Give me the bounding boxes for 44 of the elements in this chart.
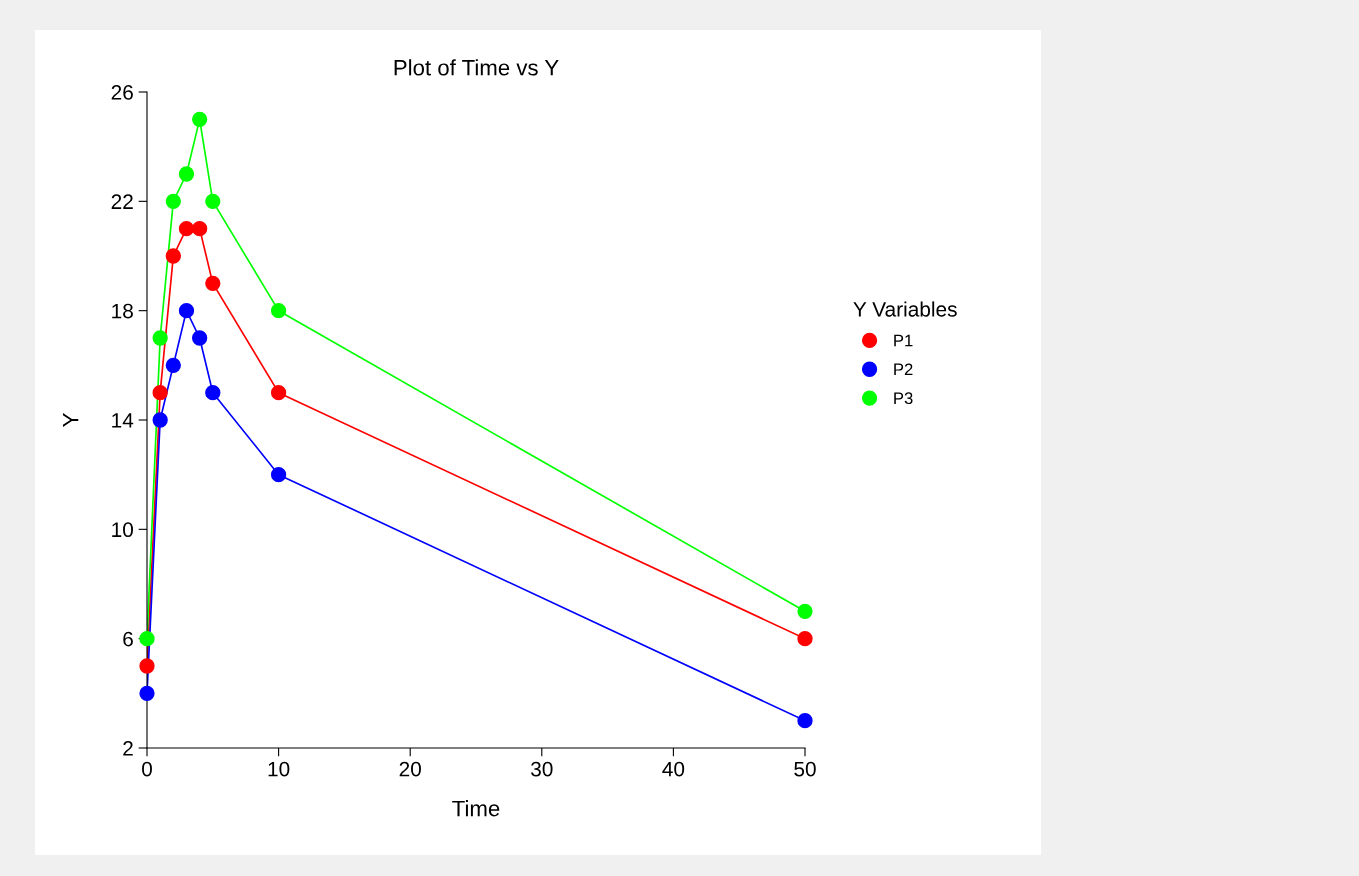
point <box>178 221 195 237</box>
point <box>270 385 287 401</box>
y-tick-label: 2 <box>123 741 133 756</box>
legend-title: Y Variables <box>853 301 957 317</box>
point <box>192 330 208 346</box>
y-tick-label: 18 <box>112 303 133 319</box>
legend-label: P3 <box>894 392 913 405</box>
point <box>139 631 155 647</box>
point <box>205 193 221 209</box>
point <box>192 111 208 127</box>
point <box>152 330 168 346</box>
x-tick-label: 0 <box>142 761 152 777</box>
legend-label: P2 <box>894 363 913 376</box>
point <box>178 303 195 319</box>
point <box>205 385 221 401</box>
x-tick-label: 30 <box>531 761 553 777</box>
y-tick-label: 26 <box>111 85 133 100</box>
y-tick-label: 10 <box>112 522 133 538</box>
x-tick-label: 10 <box>268 761 290 777</box>
point <box>139 658 155 674</box>
point <box>165 248 181 264</box>
point <box>797 713 813 729</box>
x-axis-title: Time <box>452 800 500 817</box>
point <box>139 685 155 701</box>
point <box>797 603 813 619</box>
chart-title: Plot of Time vs Y <box>394 59 559 76</box>
point <box>152 385 168 401</box>
y-tick-label: 22 <box>111 194 133 209</box>
x-tick-label: 20 <box>399 761 421 777</box>
y-tick-label: 14 <box>112 413 134 428</box>
point <box>165 193 181 209</box>
legend-label: P1 <box>894 334 913 347</box>
point <box>205 275 221 291</box>
x-tick-label: 40 <box>662 761 685 777</box>
point <box>270 467 287 483</box>
point <box>270 303 287 319</box>
point <box>152 412 168 428</box>
point <box>192 221 208 237</box>
y-tick-label: 6 <box>123 631 133 647</box>
point <box>165 357 181 373</box>
x-tick-label: 50 <box>794 761 816 777</box>
point <box>797 631 813 647</box>
point <box>178 166 195 182</box>
y-axis-title: Y <box>62 413 79 427</box>
